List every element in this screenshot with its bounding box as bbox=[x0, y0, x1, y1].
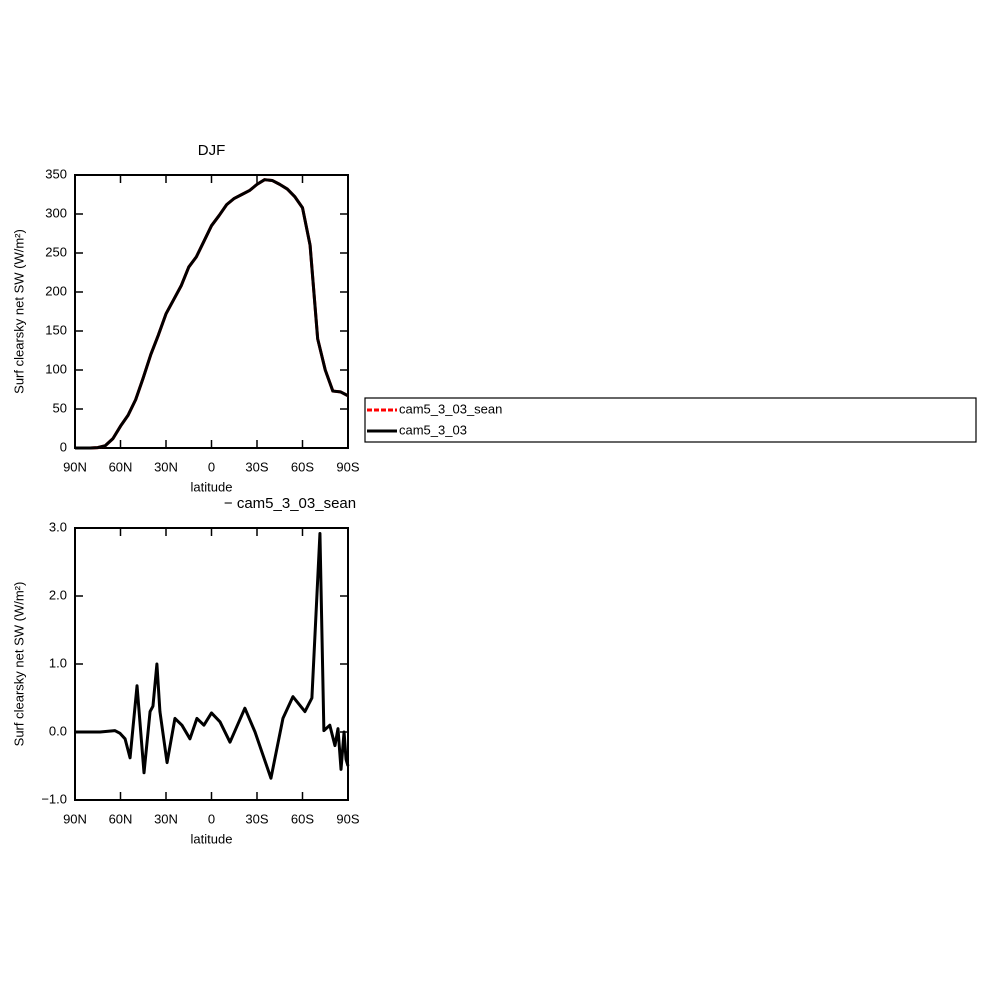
y-tick-label: 50 bbox=[53, 400, 67, 415]
x-axis-label: latitude bbox=[191, 479, 233, 494]
x-tick-label: 30N bbox=[154, 811, 178, 826]
chart-title: − cam5_3_03_sean bbox=[224, 495, 356, 512]
x-tick-label: 0 bbox=[208, 811, 215, 826]
x-tick-label: 0 bbox=[208, 459, 215, 474]
y-tick-label: 0.0 bbox=[49, 723, 67, 738]
y-tick-label: 150 bbox=[45, 322, 67, 337]
y-axis-label: Surf clearsky net SW (W/m²) bbox=[11, 229, 26, 394]
x-tick-label: 60S bbox=[291, 811, 314, 826]
legend-box bbox=[364, 397, 977, 443]
y-tick-label: 100 bbox=[45, 361, 67, 376]
legend-label: cam5_3_03 bbox=[399, 422, 467, 437]
y-tick-label: 1.0 bbox=[49, 655, 67, 670]
legend-label: cam5_3_03_sean bbox=[399, 401, 502, 416]
y-tick-label: 0 bbox=[60, 439, 67, 454]
x-axis-label: latitude bbox=[191, 831, 233, 846]
series-line bbox=[75, 178, 349, 450]
x-tick-label: 90S bbox=[336, 459, 359, 474]
y-tick-label: 300 bbox=[45, 205, 67, 220]
y-tick-label: 2.0 bbox=[49, 587, 67, 602]
y-tick-label: −1.0 bbox=[41, 791, 67, 806]
chart-title: DJF bbox=[198, 142, 226, 159]
x-tick-label: 90S bbox=[336, 811, 359, 826]
x-tick-label: 90N bbox=[63, 459, 87, 474]
plot-frame bbox=[74, 527, 349, 801]
y-tick-label: 200 bbox=[45, 283, 67, 298]
x-tick-label: 30S bbox=[245, 811, 268, 826]
x-tick-label: 60S bbox=[291, 459, 314, 474]
y-tick-label: 3.0 bbox=[49, 519, 67, 534]
y-tick-label: 250 bbox=[45, 244, 67, 259]
x-tick-label: 60N bbox=[109, 459, 133, 474]
x-tick-label: 90N bbox=[63, 811, 87, 826]
series-line bbox=[75, 531, 350, 780]
x-tick-label: 30N bbox=[154, 459, 178, 474]
y-axis-label: Surf clearsky net SW (W/m²) bbox=[11, 582, 26, 747]
x-tick-label: 30S bbox=[245, 459, 268, 474]
x-tick-label: 60N bbox=[109, 811, 133, 826]
series-line bbox=[75, 178, 349, 450]
y-tick-label: 350 bbox=[45, 166, 67, 181]
plot-frame bbox=[74, 174, 349, 449]
